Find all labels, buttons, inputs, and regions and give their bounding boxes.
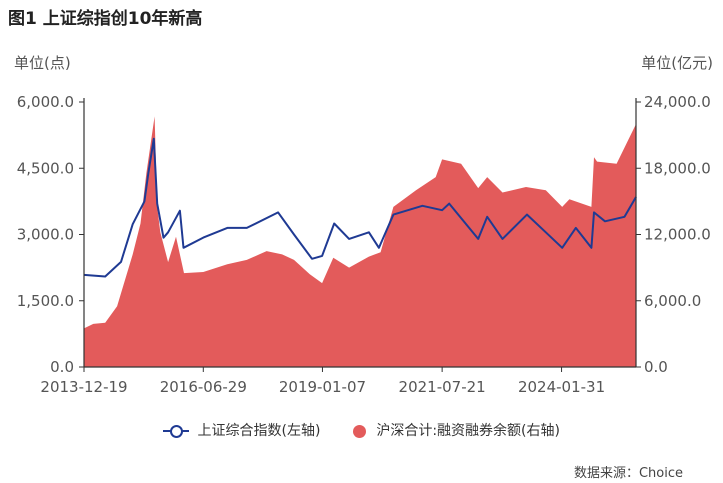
right-tick-label: 24,000.0 — [644, 93, 711, 111]
line-marker-icon — [163, 425, 190, 438]
right-tick-label: 18,000.0 — [644, 159, 711, 177]
left-tick-label: 3,000.0 — [17, 226, 74, 244]
left-tick-label: 6,000.0 — [17, 93, 74, 111]
legend-item-index: 上证综合指数(左轴) — [163, 420, 320, 440]
margin-balance-area — [84, 116, 636, 368]
legend-label-margin: 沪深合计:融资融券余额(右轴) — [376, 423, 560, 439]
x-tick-label: 2019-01-07 — [279, 378, 366, 396]
x-tick-label: 2013-12-19 — [40, 378, 127, 396]
left-axis-unit: 单位(点) — [14, 54, 71, 72]
left-tick-label: 4,500.0 — [17, 159, 74, 177]
legend-label-index: 上证综合指数(左轴) — [197, 423, 321, 439]
right-tick-label: 0.0 — [644, 358, 668, 376]
right-tick-label: 6,000.0 — [644, 292, 701, 310]
index-line-layer — [83, 137, 637, 278]
legend-item-margin: 沪深合计:融资融券余额(右轴) — [352, 420, 560, 440]
right-axis-unit: 单位(亿元) — [641, 54, 713, 72]
x-tick-label: 2016-06-29 — [160, 378, 247, 396]
axes: 0.0 1,500.0 3,000.0 4,500.0 6,000.0 0.0 6,000.… — [17, 93, 711, 396]
left-tick-label: 0.0 — [50, 358, 74, 376]
margin-balance-area-layer — [84, 116, 636, 368]
x-tick-label: 2024-01-31 — [518, 378, 605, 396]
shanghai-index-line — [83, 137, 637, 278]
left-tick-label: 1,500.0 — [17, 292, 74, 310]
chart-title: 图1 上证综指创10年新高 — [8, 9, 203, 29]
data-source: 数据来源：Choice — [573, 466, 683, 481]
chart-plot: 0.0 1,500.0 3,000.0 4,500.0 6,000.0 0.0 6,000.… — [17, 93, 711, 396]
x-tick-label: 2021-07-21 — [399, 378, 486, 396]
area-marker-icon — [352, 424, 366, 438]
legend: 上证综合指数(左轴) 沪深合计:融资融券余额(右轴) — [0, 420, 723, 440]
right-tick-label: 12,000.0 — [644, 226, 711, 244]
